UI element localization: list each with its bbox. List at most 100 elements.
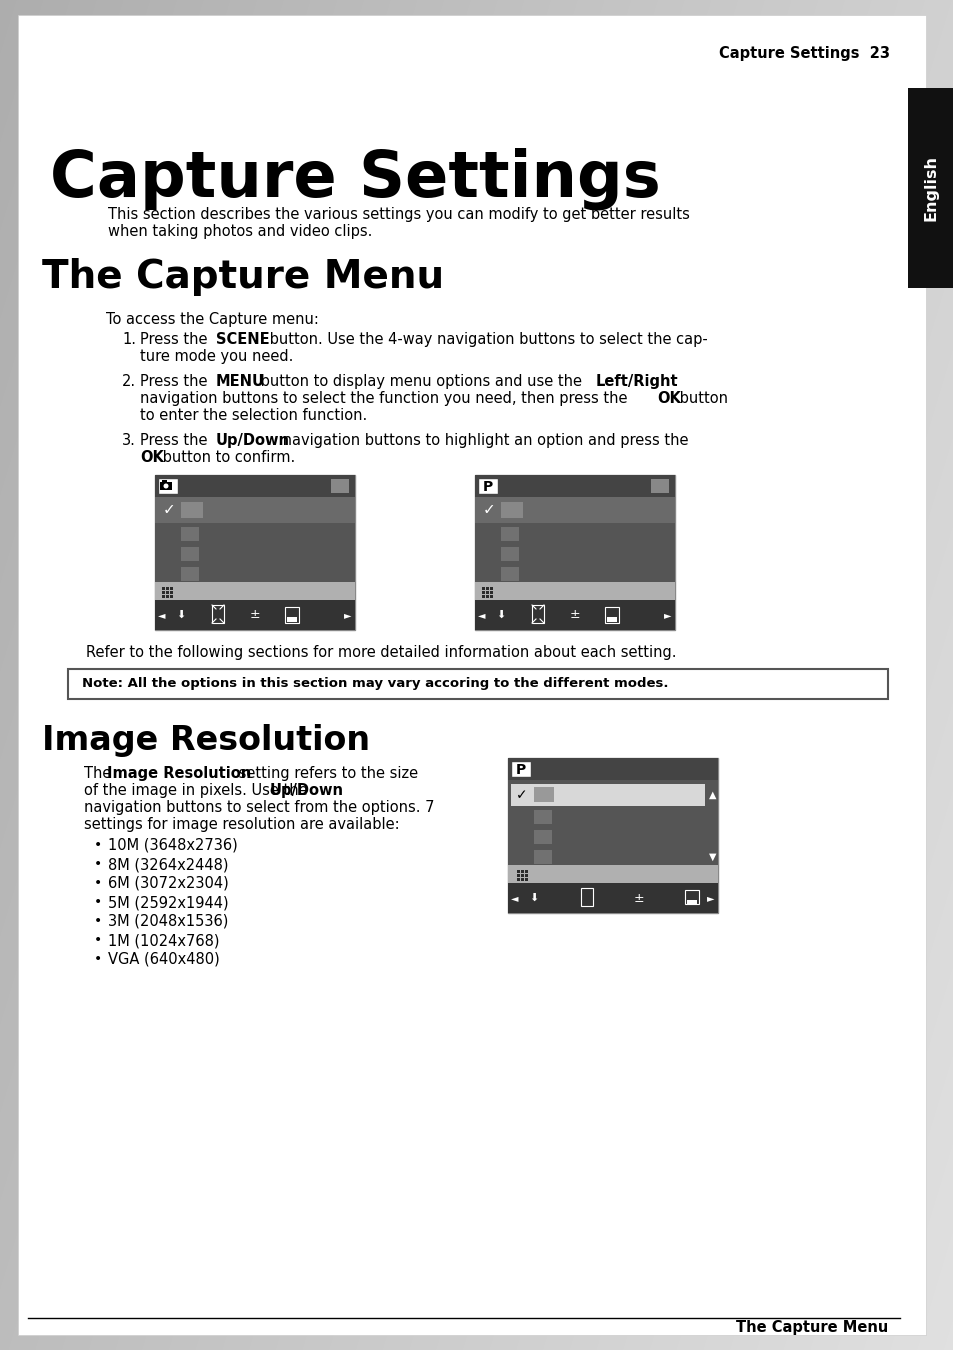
Bar: [500, 502, 522, 518]
Bar: [684, 890, 699, 905]
Bar: [475, 599, 675, 630]
Text: •: •: [94, 952, 102, 967]
Bar: [154, 599, 355, 630]
Bar: [650, 479, 668, 493]
Bar: [490, 591, 493, 594]
Text: navigation buttons to select from the options. 7: navigation buttons to select from the op…: [84, 801, 434, 815]
Bar: [532, 605, 543, 622]
Text: ◄: ◄: [511, 892, 518, 903]
Text: Press the: Press the: [140, 433, 212, 448]
Bar: [162, 481, 167, 483]
Text: •: •: [94, 914, 102, 927]
Text: ►: ►: [706, 892, 714, 903]
Text: ►: ►: [663, 610, 671, 620]
Text: button. Use the 4-way navigation buttons to select the cap-: button. Use the 4-way navigation buttons…: [265, 332, 707, 347]
Text: Up/Down: Up/Down: [270, 783, 344, 798]
Bar: [520, 878, 523, 882]
Text: button to confirm.: button to confirm.: [158, 450, 294, 464]
Text: To access the Capture menu:: To access the Capture menu:: [106, 312, 318, 327]
Text: Capture Settings: Capture Settings: [50, 148, 660, 211]
Bar: [162, 595, 165, 598]
Text: 3.: 3.: [122, 433, 135, 448]
Text: OK: OK: [140, 450, 164, 464]
Text: 2.: 2.: [122, 374, 136, 389]
Text: •: •: [94, 876, 102, 890]
Bar: [154, 497, 355, 522]
Bar: [507, 757, 718, 780]
Text: Press the: Press the: [140, 374, 212, 389]
Bar: [531, 605, 544, 625]
Text: ▲: ▲: [708, 790, 716, 801]
Text: ±: ±: [634, 891, 644, 904]
Bar: [507, 780, 718, 865]
Bar: [475, 497, 675, 522]
Text: 8M (3264x2448): 8M (3264x2448): [108, 857, 229, 872]
Text: navigation buttons to select the function you need, then press the: navigation buttons to select the functio…: [140, 392, 632, 406]
Text: MENU: MENU: [215, 374, 265, 389]
Bar: [477, 478, 497, 494]
Text: •: •: [94, 895, 102, 909]
Bar: [181, 567, 199, 580]
Bar: [248, 605, 262, 625]
Text: ◄: ◄: [477, 610, 485, 620]
Text: ⬇: ⬇: [496, 610, 505, 620]
Bar: [287, 617, 296, 622]
Text: when taking photos and video clips.: when taking photos and video clips.: [108, 224, 372, 239]
Bar: [511, 784, 704, 806]
Bar: [181, 502, 203, 518]
Text: Press the: Press the: [140, 332, 212, 347]
Text: ⬇: ⬇: [176, 610, 186, 620]
Bar: [686, 900, 697, 904]
Circle shape: [163, 483, 169, 489]
Bar: [181, 526, 199, 541]
Text: ±: ±: [250, 609, 260, 621]
Bar: [166, 595, 169, 598]
Bar: [475, 475, 675, 630]
Bar: [907, 88, 953, 288]
Text: button to display menu options and use the: button to display menu options and use t…: [255, 374, 586, 389]
Text: This section describes the various settings you can modify to get better results: This section describes the various setti…: [108, 207, 689, 221]
Text: 10M (3648x2736): 10M (3648x2736): [108, 838, 237, 853]
Bar: [160, 482, 172, 490]
Text: •: •: [94, 933, 102, 946]
Bar: [285, 608, 298, 622]
Text: ►: ►: [344, 610, 352, 620]
Bar: [524, 869, 527, 873]
Bar: [604, 608, 618, 622]
Text: Up/Down: Up/Down: [215, 433, 290, 448]
Bar: [154, 475, 355, 497]
Bar: [481, 591, 484, 594]
Bar: [534, 810, 552, 824]
Bar: [517, 869, 519, 873]
Bar: [500, 567, 518, 580]
Text: ⬇: ⬇: [529, 892, 538, 903]
Text: VGA (640x480): VGA (640x480): [108, 952, 219, 967]
Bar: [173, 605, 188, 625]
Bar: [520, 873, 523, 878]
Bar: [181, 547, 199, 562]
Bar: [322, 605, 335, 625]
Text: •: •: [94, 838, 102, 852]
Bar: [331, 479, 349, 493]
Bar: [475, 582, 675, 599]
Text: Refer to the following sections for more detailed information about each setting: Refer to the following sections for more…: [86, 645, 676, 660]
Text: ✓: ✓: [482, 502, 495, 517]
Text: English: English: [923, 155, 938, 221]
Text: The Capture Menu: The Capture Menu: [735, 1320, 887, 1335]
Text: •: •: [94, 857, 102, 871]
Bar: [481, 587, 484, 590]
Text: Capture Settings  23: Capture Settings 23: [719, 46, 889, 61]
Text: Image Resolution: Image Resolution: [107, 765, 251, 782]
Bar: [567, 605, 581, 625]
Text: 5M (2592x1944): 5M (2592x1944): [108, 895, 229, 910]
Bar: [170, 587, 172, 590]
Bar: [517, 873, 519, 878]
Bar: [517, 878, 519, 882]
Text: settings for image resolution are available:: settings for image resolution are availa…: [84, 817, 399, 832]
Bar: [507, 883, 718, 913]
Bar: [166, 591, 169, 594]
Bar: [507, 757, 718, 913]
Bar: [494, 605, 507, 625]
Text: ✓: ✓: [162, 502, 175, 517]
Bar: [170, 591, 172, 594]
